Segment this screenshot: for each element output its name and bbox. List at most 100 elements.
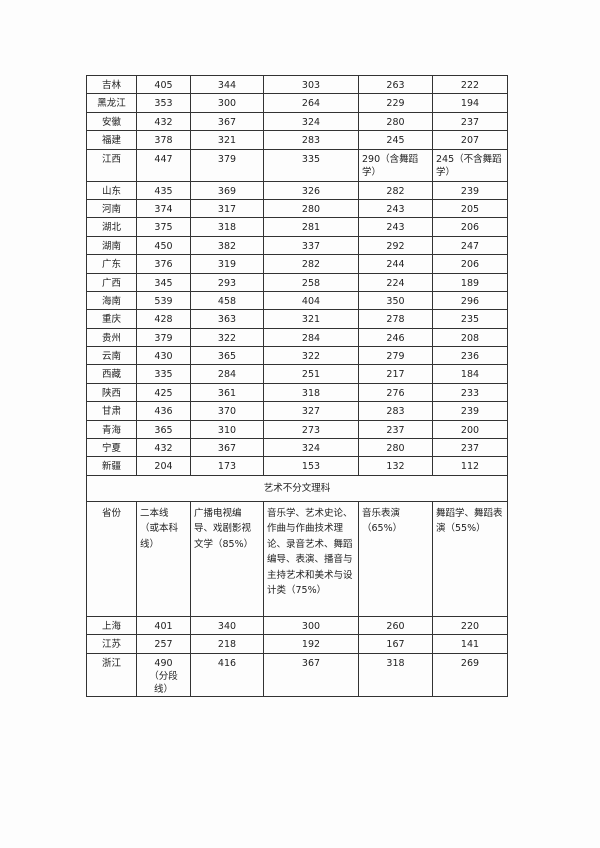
score-cell: 243 [358, 198, 433, 219]
score-cell: 450 [136, 235, 191, 256]
score-cell: 350 [358, 290, 433, 311]
score-cell: 370 [190, 401, 264, 421]
score-cell: 436 [136, 401, 191, 421]
score-cell: 300 [263, 615, 359, 636]
score-cell: 260 [358, 615, 433, 636]
province-cell: 湖南 [86, 235, 137, 256]
score-cell: 293 [190, 272, 264, 292]
score-cell: 322 [263, 346, 359, 366]
score-cell: 327 [263, 401, 359, 421]
province-cell: 云南 [86, 346, 137, 366]
score-cell: 416 [190, 652, 264, 697]
score-cell: 539 [136, 290, 191, 311]
province-cell: 宁夏 [86, 438, 137, 458]
score-cell: 363 [190, 309, 264, 329]
score-cell: 319 [190, 254, 264, 274]
table-row: 新疆 204 173 153 132 112 [86, 456, 508, 476]
score-cell: 112 [432, 456, 508, 476]
score-cell: 233 [432, 382, 508, 403]
score-cell: 303 [263, 74, 359, 95]
score-cell: 284 [190, 364, 264, 384]
table-row: 甘肃 436 370 327 283 239 [86, 401, 508, 421]
score-cell: 344 [190, 74, 264, 95]
province-cell: 湖北 [86, 217, 137, 237]
province-cell: 重庆 [86, 309, 137, 329]
score-cell: 229 [358, 93, 433, 113]
score-cell: 283 [263, 130, 359, 150]
column-header: 音乐学、艺术史论、作曲与作曲技术理论、录音艺术、舞蹈编导、表演、播音与主持艺术和… [263, 500, 359, 617]
score-cell: 324 [263, 438, 359, 458]
table-row: 云南 430 365 322 279 236 [86, 346, 508, 366]
table-row: 上海 401 340 300 260 220 [86, 615, 508, 636]
score-cell: 224 [358, 272, 433, 292]
score-cell: 374 [136, 198, 191, 219]
province-cell: 青海 [86, 419, 137, 440]
score-cell: 318 [190, 217, 264, 237]
score-cell: 432 [136, 111, 191, 132]
score-cell: 189 [432, 272, 508, 292]
table-row: 海南 539 458 404 350 296 [86, 290, 508, 311]
table-row: 江苏 257 218 192 167 141 [86, 634, 508, 654]
score-cell: 280 [263, 198, 359, 219]
province-cell: 陕西 [86, 382, 137, 403]
score-cell: 318 [358, 652, 433, 697]
score-cell: 206 [432, 254, 508, 274]
score-cell: 490（分段线） [136, 652, 191, 697]
table-row: 湖北 375 318 281 243 206 [86, 217, 508, 237]
score-cell: 243 [358, 217, 433, 237]
score-cell: 282 [263, 254, 359, 274]
column-header: 省份 [86, 500, 137, 617]
column-header: 舞蹈学、舞蹈表演（55%） [432, 500, 508, 617]
score-cell: 324 [263, 111, 359, 132]
score-cell: 376 [136, 254, 191, 274]
province-cell: 江苏 [86, 634, 137, 654]
score-cell: 365 [190, 346, 264, 366]
score-cell: 335 [136, 364, 191, 384]
score-cell: 292 [358, 235, 433, 256]
score-cell: 282 [358, 180, 433, 200]
score-cell: 269 [432, 652, 508, 697]
province-cell: 上海 [86, 615, 137, 636]
province-cell: 贵州 [86, 327, 137, 348]
score-cell: 382 [190, 235, 264, 256]
score-cell: 237 [432, 111, 508, 132]
score-cell: 204 [136, 456, 191, 476]
score-cell: 447 [136, 148, 191, 182]
score-cell: 458 [190, 290, 264, 311]
score-cell: 208 [432, 327, 508, 348]
score-cell: 401 [136, 615, 191, 636]
score-cell: 167 [358, 634, 433, 654]
score-cell: 246 [358, 327, 433, 348]
score-cell: 369 [190, 180, 264, 200]
score-cell: 326 [263, 180, 359, 200]
score-cell: 367 [263, 652, 359, 697]
table-row: 山东 435 369 326 282 239 [86, 180, 508, 200]
score-cell: 278 [358, 309, 433, 329]
score-cell: 296 [432, 290, 508, 311]
table-row: 河南 374 317 280 243 205 [86, 198, 508, 219]
table-row: 重庆 428 363 321 278 235 [86, 309, 508, 329]
score-cell: 217 [358, 364, 433, 384]
score-cell: 379 [136, 327, 191, 348]
table-row: 安徽 432 367 324 280 237 [86, 111, 508, 132]
score-cell: 245（不含舞蹈学） [432, 148, 508, 182]
province-cell: 西藏 [86, 364, 137, 384]
score-cell: 317 [190, 198, 264, 219]
score-table: 吉林 405 344 303 263 222 黑龙江 353 300 264 229 194 安徽 432… [86, 74, 508, 697]
table-row: 浙江 490（分段线） 416 367 318 269 [86, 652, 508, 697]
province-cell: 江西 [86, 148, 137, 182]
table-row: 陕西 425 361 318 276 233 [86, 382, 508, 403]
province-cell: 黑龙江 [86, 93, 137, 113]
table-row: 黑龙江 353 300 264 229 194 [86, 93, 508, 113]
score-cell: 367 [190, 111, 264, 132]
score-cell: 132 [358, 456, 433, 476]
table-row: 广东 376 319 282 244 206 [86, 254, 508, 274]
score-cell: 281 [263, 217, 359, 237]
score-cell: 173 [190, 456, 264, 476]
score-cell: 153 [263, 456, 359, 476]
score-cell: 237 [432, 438, 508, 458]
score-cell: 184 [432, 364, 508, 384]
score-cell: 432 [136, 438, 191, 458]
score-cell: 379 [190, 148, 264, 182]
score-cell: 367 [190, 438, 264, 458]
